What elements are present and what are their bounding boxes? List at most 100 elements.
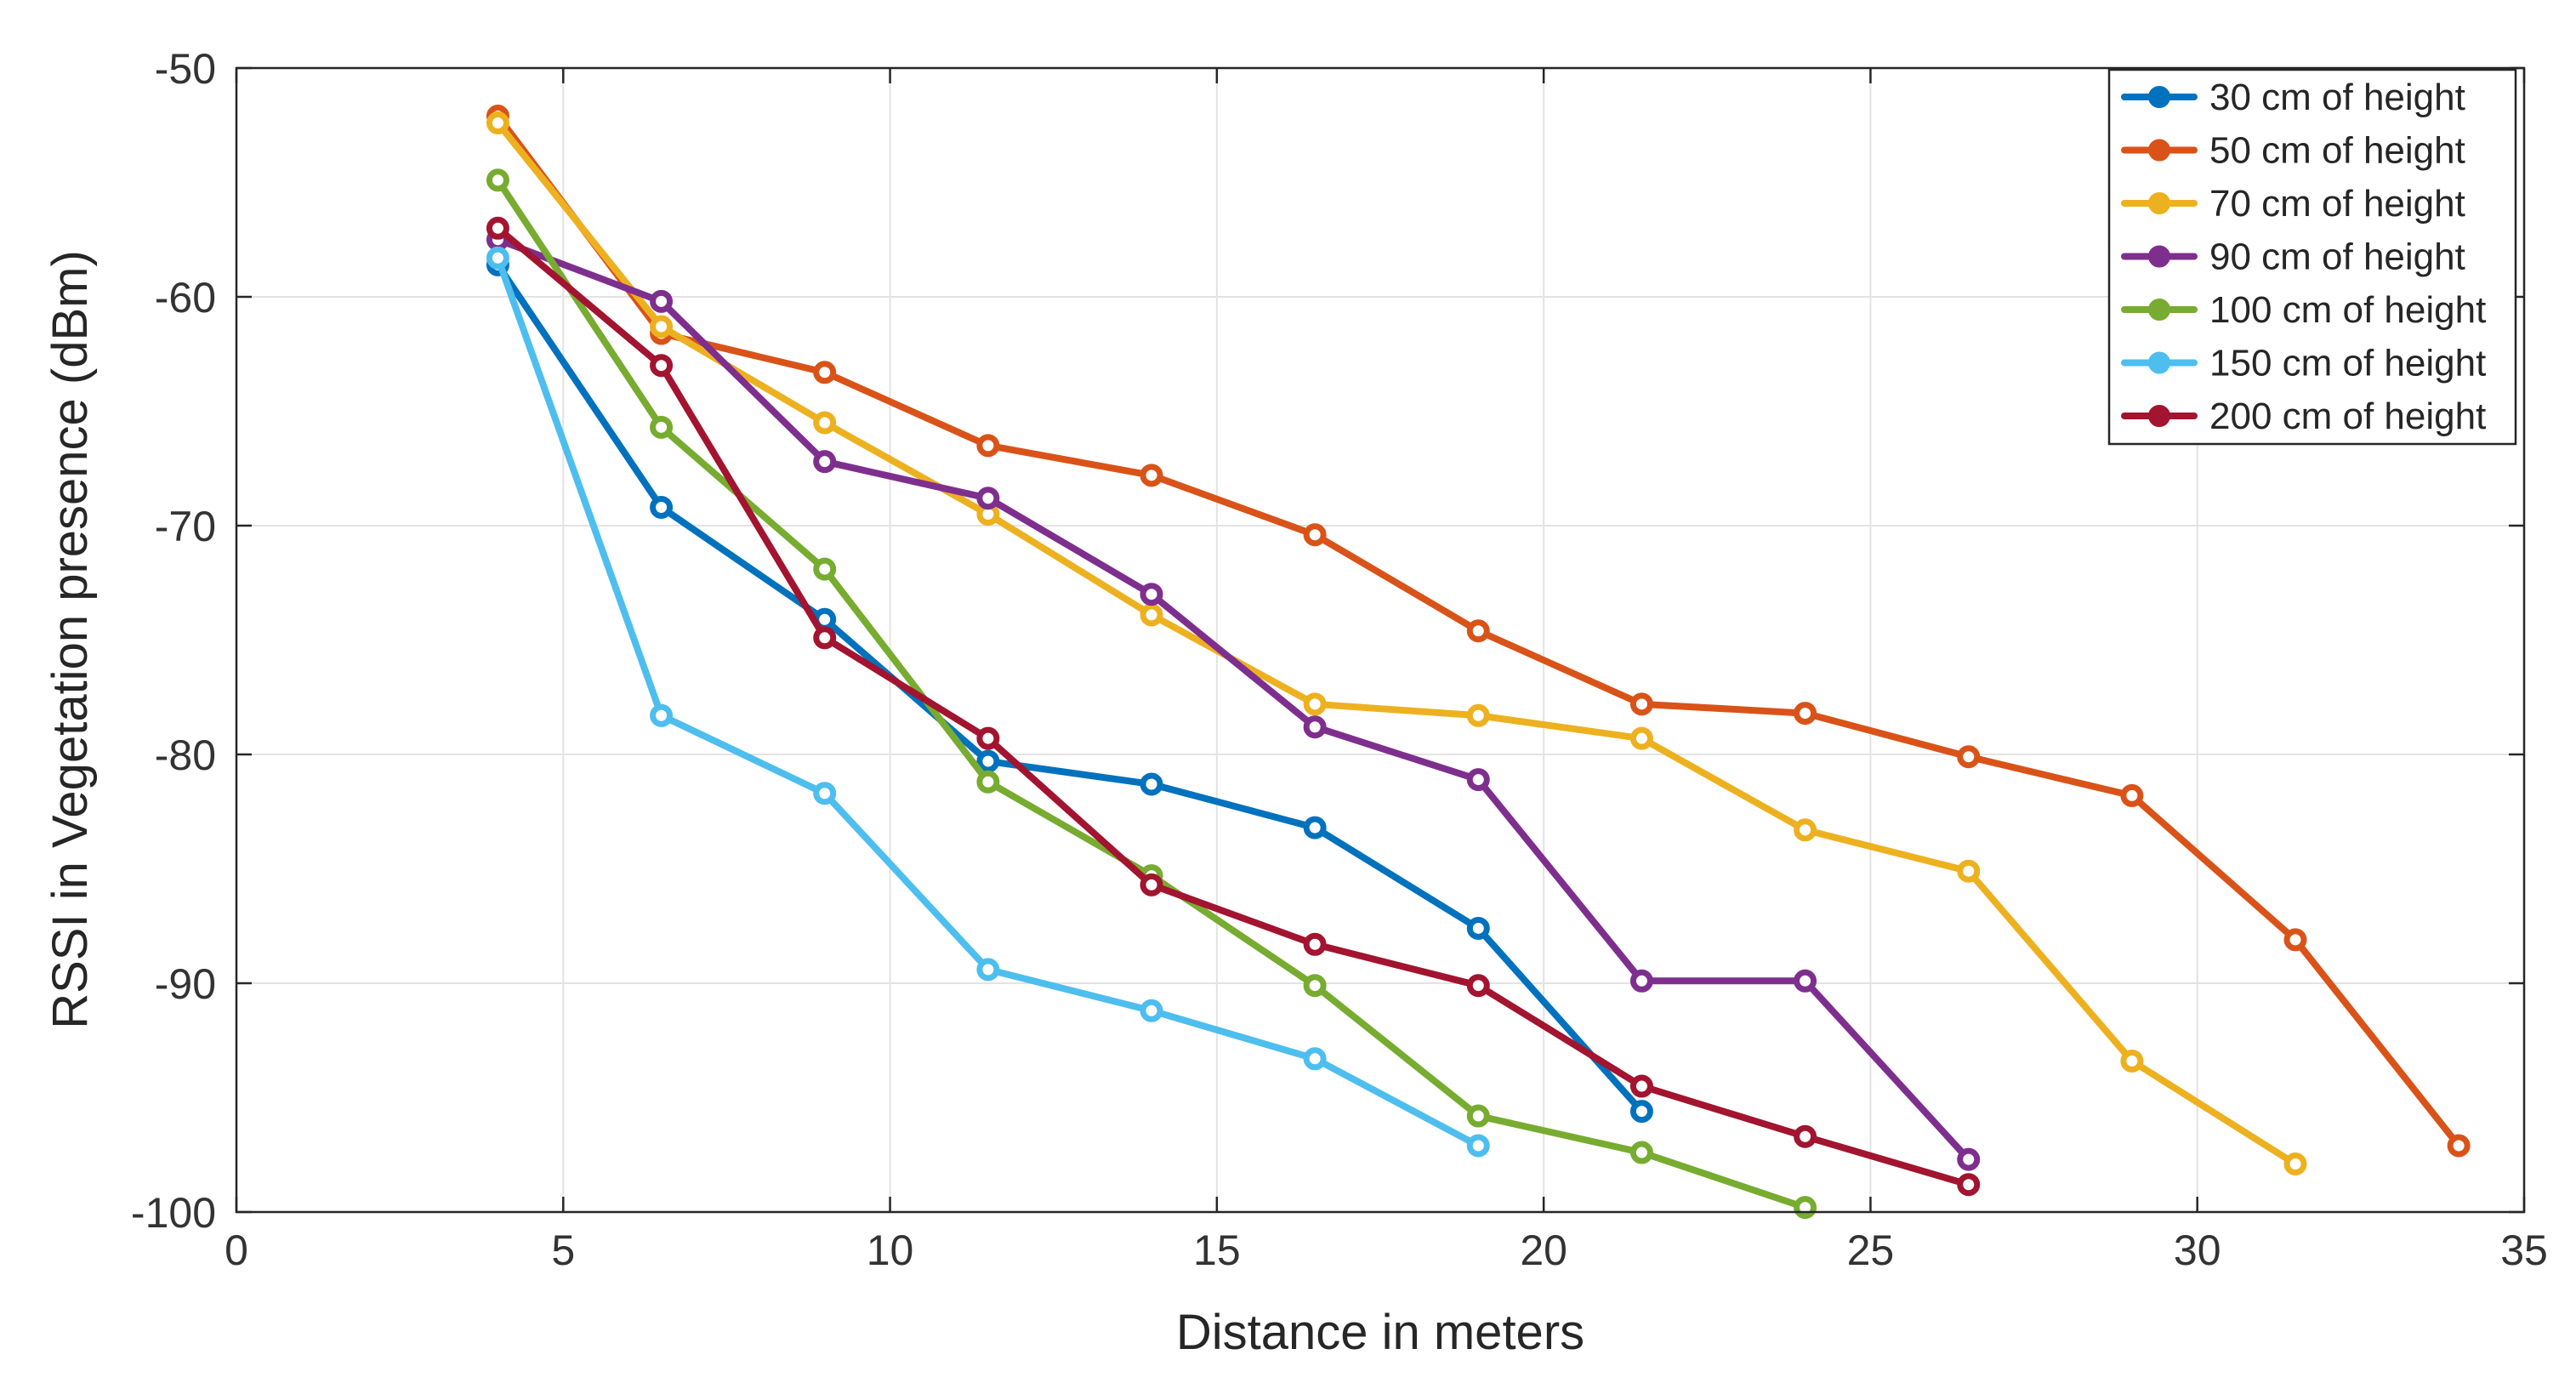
data-point bbox=[1629, 692, 1653, 716]
data-point bbox=[1629, 1100, 1653, 1124]
legend-swatch-marker bbox=[2148, 245, 2170, 268]
data-point bbox=[813, 626, 837, 650]
legend-swatch-marker bbox=[2148, 139, 2170, 162]
legend-item: 30 cm of height bbox=[2121, 77, 2465, 118]
data-point bbox=[2120, 1049, 2144, 1073]
data-point bbox=[813, 557, 837, 581]
y-axis-label: RSSI in Vegetation presence (dBm) bbox=[43, 250, 98, 1029]
data-point bbox=[486, 246, 509, 270]
data-point bbox=[1303, 1047, 1327, 1071]
legend-item: 50 cm of height bbox=[2121, 130, 2465, 172]
data-point bbox=[1466, 974, 1490, 998]
y-tick-label: -90 bbox=[155, 960, 216, 1008]
data-point bbox=[650, 289, 674, 313]
tick-labels: 0 5 10 15 20 25 30 35 -100 -90 -80 -70 -60 -50 bbox=[131, 45, 2548, 1274]
legend-item: 100 cm of height bbox=[2121, 289, 2486, 331]
legend-swatch-marker bbox=[2148, 86, 2170, 108]
data-point bbox=[1140, 583, 1163, 606]
data-point bbox=[976, 434, 1000, 458]
legend-label: 90 cm of height bbox=[2209, 236, 2465, 278]
data-point bbox=[1957, 1173, 1981, 1197]
x-tick-label: 25 bbox=[1847, 1226, 1895, 1274]
data-point bbox=[1140, 603, 1163, 627]
data-point bbox=[813, 361, 837, 384]
data-point bbox=[2447, 1134, 2471, 1158]
data-point bbox=[1303, 816, 1327, 839]
data-point bbox=[813, 411, 837, 435]
y-tick-label: -60 bbox=[155, 274, 216, 322]
data-point bbox=[1140, 873, 1163, 896]
x-tick-label: 30 bbox=[2174, 1226, 2221, 1274]
legend-label: 50 cm of height bbox=[2209, 130, 2465, 172]
data-point bbox=[1303, 715, 1327, 739]
data-point bbox=[813, 450, 837, 474]
data-point bbox=[1140, 464, 1163, 487]
data-point bbox=[1794, 1196, 1817, 1220]
x-tick-label: 35 bbox=[2500, 1226, 2548, 1274]
data-point bbox=[2283, 928, 2307, 952]
legend-label: 30 cm of height bbox=[2209, 77, 2465, 118]
data-point bbox=[1140, 999, 1163, 1022]
data-point bbox=[486, 168, 509, 192]
legend-label: 70 cm of height bbox=[2209, 183, 2465, 225]
x-axis-label: Distance in meters bbox=[1176, 1305, 1584, 1360]
legend-item: 70 cm of height bbox=[2121, 183, 2465, 225]
data-point bbox=[976, 487, 1000, 510]
data-point bbox=[2283, 1152, 2307, 1176]
legend-item: 150 cm of height bbox=[2121, 343, 2486, 384]
data-point bbox=[650, 354, 674, 378]
x-tick-label: 0 bbox=[225, 1226, 248, 1274]
data-point bbox=[1303, 974, 1327, 998]
series-line bbox=[494, 236, 1972, 1164]
data-point bbox=[1303, 692, 1327, 716]
data-point bbox=[2120, 783, 2144, 807]
y-tick-label: -70 bbox=[155, 503, 216, 550]
data-point bbox=[1140, 772, 1163, 796]
y-tick-label: -80 bbox=[155, 731, 216, 779]
legend-swatch-marker bbox=[2148, 405, 2170, 427]
data-point bbox=[1957, 1147, 1981, 1171]
data-point bbox=[1466, 1134, 1490, 1158]
series-150-cm-of-height bbox=[486, 246, 1490, 1158]
data-point bbox=[1794, 702, 1817, 726]
data-point bbox=[650, 315, 674, 339]
legend-swatch-marker bbox=[2148, 351, 2170, 374]
data-point bbox=[813, 782, 837, 805]
data-point bbox=[486, 216, 509, 240]
y-tick-label: -100 bbox=[131, 1189, 216, 1237]
series-70-cm-of-height bbox=[486, 111, 2307, 1176]
series-group bbox=[486, 104, 2471, 1220]
data-point bbox=[1629, 1141, 1653, 1164]
y-tick-label: -50 bbox=[155, 45, 216, 93]
legend-swatch-marker bbox=[2148, 192, 2170, 214]
legend-item: 200 cm of height bbox=[2121, 396, 2486, 437]
data-point bbox=[1957, 745, 1981, 769]
data-point bbox=[1629, 1074, 1653, 1098]
legend-label: 200 cm of height bbox=[2209, 396, 2486, 437]
x-tick-label: 10 bbox=[867, 1226, 914, 1274]
data-point bbox=[976, 770, 1000, 794]
data-point bbox=[1629, 969, 1653, 993]
data-point bbox=[976, 749, 1000, 773]
data-point bbox=[1466, 916, 1490, 940]
legend-label: 150 cm of height bbox=[2209, 343, 2486, 384]
ticks bbox=[235, 66, 2526, 1214]
data-point bbox=[1466, 619, 1490, 643]
series-50-cm-of-height bbox=[486, 104, 2471, 1158]
data-point bbox=[650, 495, 674, 519]
data-point bbox=[1794, 818, 1817, 842]
data-point bbox=[1466, 703, 1490, 727]
data-point bbox=[1629, 726, 1653, 750]
legend-label: 100 cm of height bbox=[2209, 289, 2486, 331]
legend: 30 cm of height 50 cm of height 70 cm of h… bbox=[2107, 68, 2517, 446]
series-line bbox=[494, 261, 1646, 1115]
data-point bbox=[976, 726, 1000, 750]
series-200-cm-of-height bbox=[486, 216, 1981, 1197]
data-point bbox=[486, 111, 509, 135]
data-point bbox=[650, 415, 674, 439]
x-tick-label: 20 bbox=[1520, 1226, 1567, 1274]
data-point bbox=[1957, 859, 1981, 883]
x-tick-label: 5 bbox=[551, 1226, 575, 1274]
data-point bbox=[1303, 932, 1327, 956]
